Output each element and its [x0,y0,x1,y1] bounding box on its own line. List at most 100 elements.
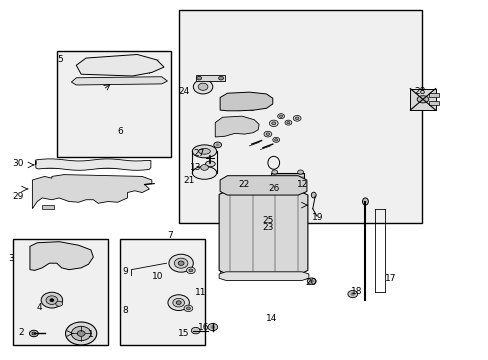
Ellipse shape [259,183,267,188]
Ellipse shape [295,117,298,120]
Polygon shape [220,92,272,111]
Text: 14: 14 [265,314,276,323]
Bar [220,270,232,277]
Ellipse shape [285,120,291,125]
Ellipse shape [309,280,313,283]
Text: 20: 20 [305,278,316,287]
Ellipse shape [176,301,181,305]
Ellipse shape [59,248,83,266]
Text: 3: 3 [9,255,14,264]
Ellipse shape [235,106,241,111]
Ellipse shape [103,184,118,194]
Text: 25: 25 [262,216,273,225]
Ellipse shape [186,267,195,274]
Ellipse shape [254,99,263,105]
Text: 4: 4 [37,303,42,312]
Text: 23: 23 [262,223,273,232]
Polygon shape [76,54,163,76]
Ellipse shape [265,133,269,135]
Text: 11: 11 [195,288,206,297]
Ellipse shape [241,96,252,105]
Bar [178,10,422,223]
Bar [409,89,435,110]
Text: 7: 7 [167,231,173,240]
Ellipse shape [227,98,237,105]
Bar [13,239,108,345]
Text: 13: 13 [190,163,201,172]
Bar [57,51,171,157]
Ellipse shape [183,305,192,312]
Ellipse shape [311,192,316,198]
Ellipse shape [167,295,189,311]
Text: 6: 6 [117,127,123,136]
Ellipse shape [192,145,216,158]
Ellipse shape [269,120,278,127]
Ellipse shape [168,254,193,272]
Ellipse shape [274,139,277,141]
Ellipse shape [223,103,229,108]
Ellipse shape [261,104,266,108]
Text: 15: 15 [178,329,189,338]
Ellipse shape [65,322,97,345]
Polygon shape [30,242,93,270]
Ellipse shape [172,298,184,307]
Ellipse shape [216,144,219,146]
Ellipse shape [271,122,275,125]
Ellipse shape [198,148,210,154]
Ellipse shape [224,122,235,131]
Ellipse shape [272,137,279,142]
Ellipse shape [56,301,62,306]
Ellipse shape [293,116,301,121]
Ellipse shape [186,307,190,310]
Polygon shape [219,272,308,280]
Text: 8: 8 [122,306,128,315]
Ellipse shape [297,194,303,198]
Ellipse shape [174,258,187,268]
Ellipse shape [362,198,367,205]
Text: 28: 28 [413,86,425,95]
Ellipse shape [50,299,54,302]
Bar [44,161,142,168]
Text: 12: 12 [297,180,308,189]
Ellipse shape [416,96,428,103]
Ellipse shape [46,296,58,305]
Ellipse shape [198,83,207,90]
Ellipse shape [264,131,271,137]
Ellipse shape [242,183,249,188]
Text: 2: 2 [19,328,24,337]
Ellipse shape [271,170,277,174]
Ellipse shape [77,183,95,193]
Ellipse shape [242,122,251,129]
Ellipse shape [276,183,284,188]
Text: 27: 27 [193,149,204,158]
Text: 1: 1 [87,330,93,339]
Ellipse shape [200,165,208,170]
Ellipse shape [71,326,91,341]
Bar [428,101,438,105]
Text: 5: 5 [57,55,63,64]
Text: 21: 21 [183,176,195,185]
Text: 17: 17 [384,274,396,283]
Bar [195,75,224,81]
Ellipse shape [350,293,354,296]
Polygon shape [32,175,152,209]
Ellipse shape [347,291,357,298]
Polygon shape [219,192,307,274]
Text: 19: 19 [311,213,323,222]
Bar [428,93,438,97]
Ellipse shape [207,323,217,330]
Ellipse shape [188,269,192,272]
Ellipse shape [65,253,77,261]
Ellipse shape [32,332,36,335]
Polygon shape [215,116,259,137]
Ellipse shape [213,142,221,148]
Ellipse shape [307,278,316,284]
Ellipse shape [125,184,135,191]
Ellipse shape [294,183,302,188]
Polygon shape [36,159,151,170]
Text: 9: 9 [122,267,128,276]
Text: 22: 22 [238,180,249,189]
Ellipse shape [297,170,303,174]
Ellipse shape [193,80,212,94]
Ellipse shape [218,76,223,80]
